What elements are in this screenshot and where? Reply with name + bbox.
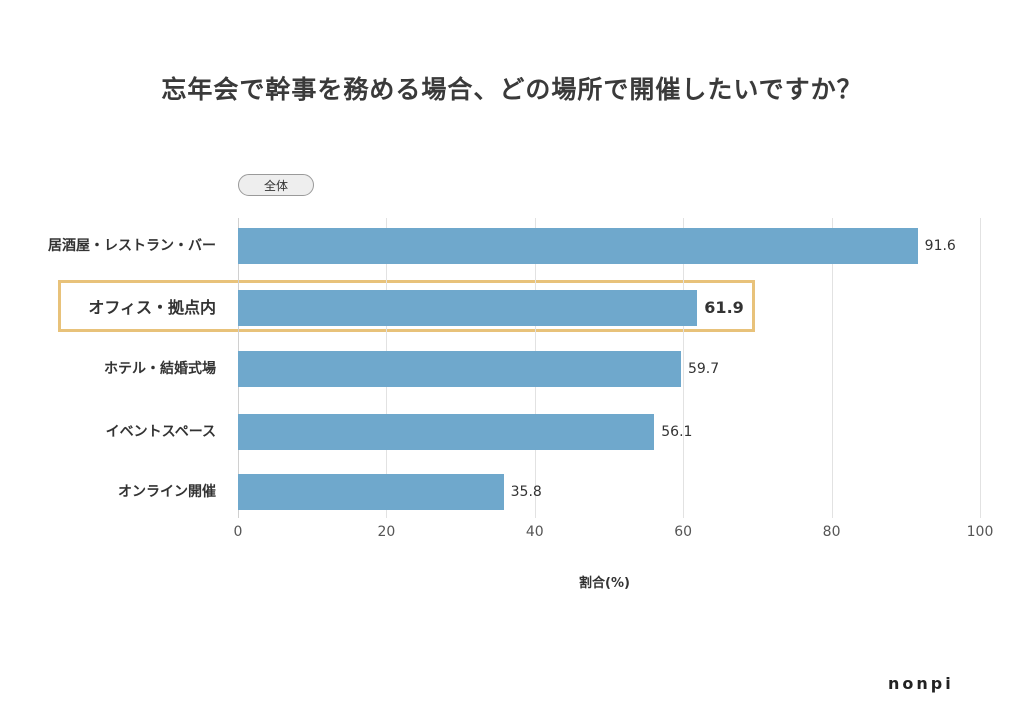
bar-value-label: 59.7: [687, 361, 720, 377]
category-label: オンライン開催: [118, 484, 216, 500]
gridline: [683, 218, 685, 518]
bar: [238, 228, 918, 264]
bar-value-label: 35.8: [510, 484, 542, 500]
brand-logo: nonpi: [888, 674, 954, 693]
x-tick-label: 80: [822, 524, 841, 540]
highlight-box: [58, 280, 755, 332]
gridline: [980, 218, 981, 518]
bar: [238, 351, 681, 387]
plot-area: 91.6 61.9 59.7 56.1 35.8: [238, 218, 981, 518]
x-tick-label: 20: [377, 524, 396, 540]
bar-value-label: 91.6: [924, 238, 956, 254]
x-tick-label: 60: [674, 524, 693, 540]
segment-pill-all: 全体: [238, 174, 314, 196]
category-label: 居酒屋・レストラン・バー: [48, 238, 216, 254]
x-tick-label: 100: [966, 524, 994, 540]
bar-value-label: 61.9: [704, 298, 744, 317]
bar-value-label: 56.1: [661, 424, 693, 440]
x-axis-label: 割合(%): [579, 576, 630, 591]
gridline: [831, 218, 833, 518]
bar: [238, 290, 698, 326]
bar: [238, 474, 504, 510]
x-tick-label: 40: [525, 524, 544, 540]
category-label: ホテル・結婚式場: [104, 361, 216, 377]
bar: [238, 414, 655, 450]
x-tick-label: 0: [233, 524, 243, 540]
category-label: オフィス・拠点内: [88, 298, 216, 317]
chart-title: 忘年会で幹事を務める場合、どの場所で開催したいですか？: [161, 75, 863, 104]
category-label: イベントスペース: [105, 424, 216, 440]
